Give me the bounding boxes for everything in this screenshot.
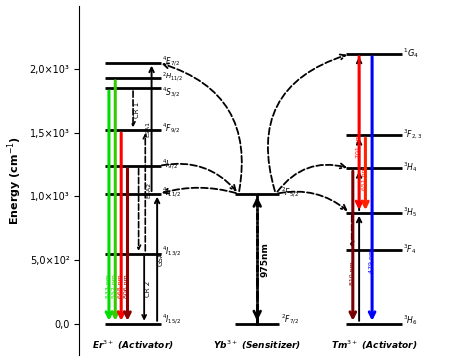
Text: $^4F_{9/2}$: $^4F_{9/2}$ (162, 122, 180, 136)
Text: CR 2: CR 2 (145, 281, 151, 297)
Text: $^3H_4$: $^3H_4$ (403, 160, 418, 174)
Text: $^2H_{11/2}$: $^2H_{11/2}$ (162, 70, 183, 83)
Text: 701 nm: 701 nm (356, 134, 361, 158)
Text: $^2F_{7/2}$: $^2F_{7/2}$ (281, 313, 299, 327)
Text: 975nm: 975nm (260, 243, 269, 278)
Text: Er$^{3+}$ (Activator): Er$^{3+}$ (Activator) (92, 339, 174, 352)
Text: 806 nm: 806 nm (124, 274, 129, 298)
Y-axis label: Energy (cm$^{-1}$): Energy (cm$^{-1}$) (6, 136, 24, 225)
Text: $^3F_4$: $^3F_4$ (403, 242, 416, 256)
Text: CR 1: CR 1 (134, 102, 140, 118)
Text: $^4I_{15/2}$: $^4I_{15/2}$ (162, 313, 182, 327)
Text: GSA: GSA (158, 251, 164, 266)
Text: Yb$^{3+}$ (Sensitizer): Yb$^{3+}$ (Sensitizer) (213, 339, 301, 352)
Text: $^2F_{5/2}$: $^2F_{5/2}$ (281, 186, 299, 200)
Text: Tm$^{3+}$ (Activator): Tm$^{3+}$ (Activator) (330, 339, 417, 352)
Text: ESA1: ESA1 (146, 121, 150, 137)
Text: $^1G_4$: $^1G_4$ (403, 46, 419, 60)
Text: $^4I_{9/2}$: $^4I_{9/2}$ (162, 157, 178, 172)
Text: 552 nm: 552 nm (112, 274, 117, 298)
Text: 668 nm: 668 nm (118, 274, 123, 298)
Text: $^4S_{3/2}$: $^4S_{3/2}$ (162, 86, 181, 100)
Text: 810 nm: 810 nm (349, 262, 355, 286)
Text: $^4I_{11/2}$: $^4I_{11/2}$ (162, 186, 182, 200)
Text: $^4F_{7/2}$: $^4F_{7/2}$ (162, 55, 180, 69)
Text: $^3F_{2,3}$: $^3F_{2,3}$ (403, 127, 422, 141)
Text: 651 nm: 651 nm (362, 166, 367, 190)
Text: $^3H_5$: $^3H_5$ (403, 205, 418, 219)
Text: 479 nm: 479 nm (369, 249, 374, 273)
Text: ESA2: ESA2 (146, 182, 151, 198)
Text: $^4I_{13/2}$: $^4I_{13/2}$ (162, 245, 182, 260)
Text: $^3H_6$: $^3H_6$ (403, 313, 418, 327)
Text: 533 nm: 533 nm (106, 274, 111, 298)
